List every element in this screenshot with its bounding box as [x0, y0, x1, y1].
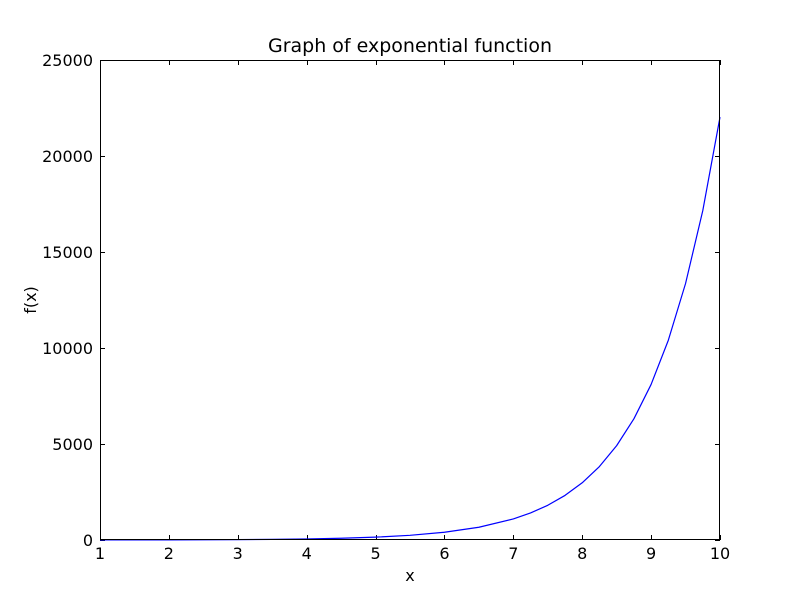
x-tick-label: 7: [508, 544, 518, 563]
plot-area-frame: [100, 60, 720, 540]
x-tick-label: 3: [233, 544, 243, 563]
y-tick-label: 15000: [42, 243, 93, 262]
series-layer: [99, 116, 721, 541]
x-tick-label: 1: [95, 544, 105, 563]
series-line-0: [99, 116, 721, 541]
y-tick-label: 10000: [42, 339, 93, 358]
x-tick-label: 8: [577, 544, 587, 563]
y-tick-label: 25000: [42, 51, 93, 70]
x-tick-label: 9: [646, 544, 656, 563]
y-tick-label: 5000: [52, 435, 93, 454]
chart-title: Graph of exponential function: [268, 35, 552, 57]
x-tick-label: 10: [710, 544, 730, 563]
x-axis-label: x: [405, 566, 414, 585]
x-tick-label: 2: [164, 544, 174, 563]
x-tick-label: 5: [370, 544, 380, 563]
y-tick-label: 20000: [42, 147, 93, 166]
y-tick-label: 0: [83, 531, 93, 550]
x-tick-label: 4: [302, 544, 312, 563]
tick-layer: 1 2 3 4 5 6 7 8 9 10 0 5000 10000 15000 20000 25000: [42, 51, 730, 563]
x-tick-label: 6: [439, 544, 449, 563]
y-axis-label: f(x): [21, 286, 40, 314]
